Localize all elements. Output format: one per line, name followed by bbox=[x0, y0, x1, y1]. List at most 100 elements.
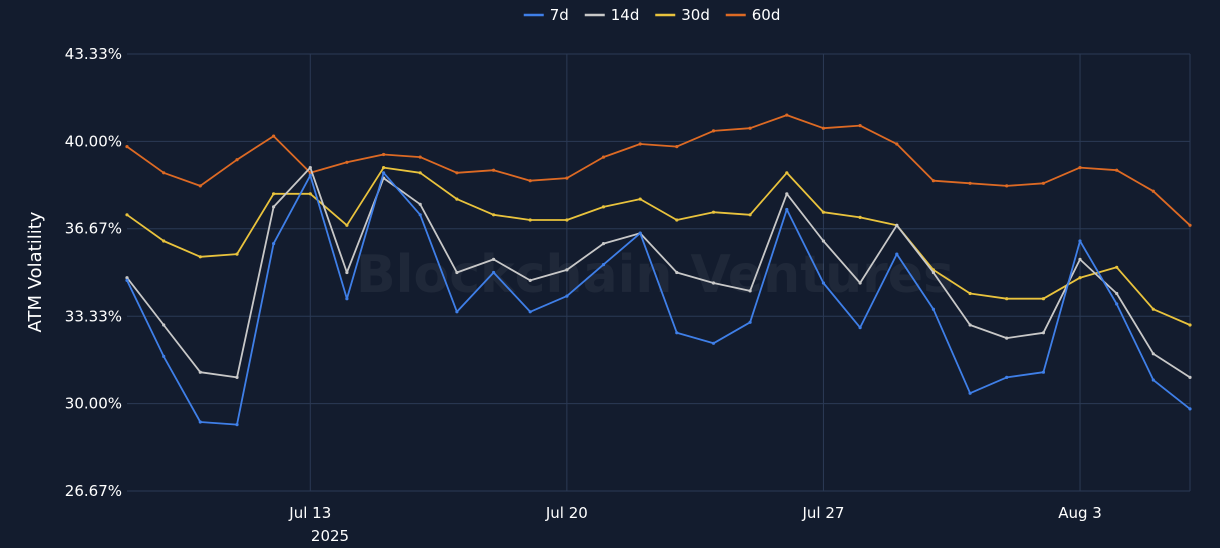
data-point-14d bbox=[492, 257, 496, 261]
data-point-7d bbox=[1005, 375, 1009, 379]
data-point-14d bbox=[345, 270, 349, 275]
data-point-30d bbox=[1188, 323, 1192, 327]
data-point-60d bbox=[235, 158, 239, 162]
data-point-30d bbox=[492, 213, 496, 217]
data-point-7d bbox=[638, 231, 642, 235]
data-point-14d bbox=[821, 239, 826, 243]
data-point-7d bbox=[162, 354, 166, 358]
data-point-7d bbox=[785, 207, 789, 212]
y-tick-label: 26.67% bbox=[65, 482, 122, 500]
data-point-14d bbox=[565, 268, 569, 272]
data-point-14d bbox=[528, 278, 532, 282]
data-point-60d bbox=[821, 126, 826, 130]
data-point-7d bbox=[1188, 407, 1192, 411]
data-point-30d bbox=[638, 197, 642, 201]
data-point-60d bbox=[198, 184, 202, 188]
data-point-7d bbox=[565, 294, 569, 298]
x-tick-label: Jul 27 bbox=[801, 504, 844, 522]
data-point-14d bbox=[235, 375, 239, 379]
data-point-60d bbox=[1188, 223, 1192, 227]
data-point-30d bbox=[1115, 265, 1119, 269]
y-tick-label: 33.33% bbox=[65, 307, 122, 325]
data-point-60d bbox=[1115, 168, 1119, 172]
data-point-30d bbox=[125, 213, 129, 217]
data-point-7d bbox=[528, 310, 532, 314]
data-point-30d bbox=[455, 197, 459, 201]
data-point-14d bbox=[968, 323, 972, 327]
data-point-60d bbox=[931, 179, 936, 183]
data-point-7d bbox=[382, 171, 386, 175]
data-point-60d bbox=[748, 126, 752, 130]
data-point-14d bbox=[675, 270, 679, 275]
data-point-60d bbox=[418, 155, 422, 159]
x-tick-label: Jul 13 bbox=[288, 504, 331, 522]
data-point-7d bbox=[125, 278, 129, 282]
series-lines bbox=[125, 113, 1192, 427]
legend-label-30d: 30d bbox=[681, 6, 710, 24]
y-tick-label: 40.00% bbox=[65, 132, 122, 150]
legend: 7d 14d 30d 60d bbox=[523, 6, 780, 24]
x-axis-ticks: Jul 13 Jul 20 Jul 27 Aug 3 bbox=[288, 504, 1102, 522]
data-point-7d bbox=[492, 270, 496, 275]
data-point-30d bbox=[711, 210, 716, 214]
data-point-60d bbox=[638, 142, 642, 146]
data-point-14d bbox=[272, 205, 276, 209]
series-line-14d bbox=[126, 166, 1191, 379]
data-point-60d bbox=[968, 181, 972, 185]
data-point-60d bbox=[565, 176, 569, 180]
y-tick-label: 36.67% bbox=[65, 220, 122, 238]
data-point-14d bbox=[1005, 336, 1009, 340]
data-point-30d bbox=[785, 171, 789, 175]
data-point-30d bbox=[858, 215, 862, 219]
data-point-30d bbox=[968, 291, 972, 296]
legend-label-7d: 7d bbox=[550, 6, 569, 24]
data-point-30d bbox=[272, 192, 276, 196]
data-point-30d bbox=[418, 171, 422, 175]
data-point-7d bbox=[1151, 378, 1155, 382]
data-point-14d bbox=[601, 242, 606, 246]
data-point-30d bbox=[235, 252, 239, 256]
data-point-30d bbox=[528, 218, 532, 222]
x-tick-label: Aug 3 bbox=[1058, 504, 1102, 522]
data-point-30d bbox=[1005, 297, 1009, 301]
data-point-14d bbox=[748, 289, 752, 293]
data-point-60d bbox=[1005, 184, 1009, 188]
data-point-60d bbox=[492, 168, 496, 172]
data-point-7d bbox=[308, 173, 312, 177]
series-line-7d bbox=[126, 171, 1191, 426]
series-line-30d bbox=[126, 166, 1191, 326]
data-point-7d bbox=[345, 297, 349, 301]
data-point-14d bbox=[1188, 375, 1192, 379]
data-point-7d bbox=[895, 252, 899, 256]
data-point-60d bbox=[528, 179, 532, 183]
data-point-7d bbox=[418, 213, 422, 217]
data-point-60d bbox=[272, 134, 276, 138]
data-point-7d bbox=[1041, 370, 1045, 374]
data-point-14d bbox=[1041, 331, 1045, 335]
data-point-7d bbox=[1115, 302, 1119, 306]
data-point-60d bbox=[1078, 166, 1082, 170]
data-point-14d bbox=[1115, 291, 1119, 296]
data-point-60d bbox=[711, 129, 716, 133]
data-point-30d bbox=[345, 223, 349, 227]
data-point-14d bbox=[198, 370, 202, 374]
data-point-14d bbox=[308, 166, 312, 170]
data-point-30d bbox=[382, 166, 386, 170]
data-point-7d bbox=[455, 310, 459, 314]
data-point-14d bbox=[418, 202, 422, 206]
data-point-7d bbox=[711, 341, 716, 345]
data-point-7d bbox=[198, 420, 202, 424]
x-tick-label: Jul 20 bbox=[545, 504, 588, 522]
data-point-14d bbox=[895, 223, 899, 227]
legend-label-14d: 14d bbox=[611, 6, 640, 24]
data-point-14d bbox=[858, 281, 862, 285]
data-point-60d bbox=[345, 160, 349, 164]
data-point-60d bbox=[675, 145, 679, 149]
data-point-14d bbox=[1078, 257, 1082, 261]
data-point-7d bbox=[931, 307, 936, 311]
data-point-7d bbox=[675, 331, 679, 335]
data-point-14d bbox=[162, 323, 166, 327]
data-point-7d bbox=[1078, 239, 1082, 243]
